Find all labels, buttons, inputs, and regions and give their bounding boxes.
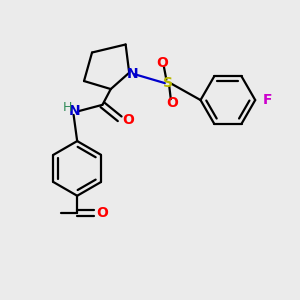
- Text: O: O: [157, 56, 168, 70]
- Text: N: N: [68, 104, 80, 118]
- Text: O: O: [96, 206, 108, 220]
- Text: O: O: [167, 96, 178, 110]
- Text: H: H: [63, 101, 72, 114]
- Text: F: F: [262, 93, 272, 107]
- Text: N: N: [127, 67, 139, 81]
- Text: S: S: [163, 76, 173, 90]
- Text: O: O: [122, 113, 134, 127]
